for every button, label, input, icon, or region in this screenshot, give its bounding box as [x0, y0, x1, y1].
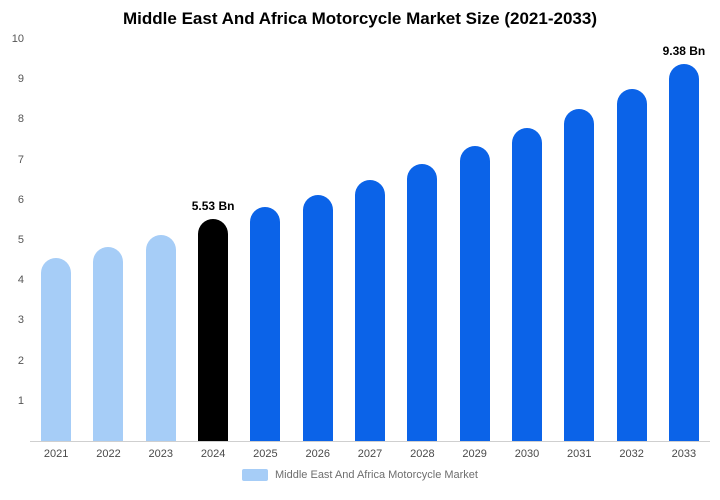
x-tick-label: 2032 [619, 448, 644, 460]
y-tick-label: 3 [17, 314, 24, 327]
bar [145, 235, 176, 441]
bar [198, 218, 229, 441]
bar-column [553, 39, 605, 441]
bar-column [292, 39, 344, 441]
bar [93, 247, 124, 441]
bars-area: 5.53 Bn 9.38 Bn [30, 39, 710, 442]
bar-annotation: 5.53 Bn [191, 198, 235, 213]
bar [355, 179, 386, 441]
x-axis: 2021 2022 2023 2024 2025 2026 2027 2028 2029 2030… [30, 442, 710, 460]
bar [668, 63, 699, 441]
bar [41, 258, 72, 441]
legend: Middle East And Africa Motorcycle Market [0, 469, 720, 481]
bar [511, 128, 542, 441]
bar-annotation: 9.38 Bn [662, 43, 706, 58]
x-tick-label: 2023 [148, 448, 174, 460]
bar-column [396, 39, 448, 441]
y-tick-label: 10 [11, 33, 24, 45]
bar [459, 145, 490, 441]
bar [407, 163, 438, 441]
bar-column [239, 39, 291, 441]
y-tick-label: 4 [17, 274, 24, 287]
legend-label: Middle East And Africa Motorcycle Market [275, 469, 478, 481]
bar-column [449, 39, 501, 441]
x-tick-label: 2030 [514, 448, 540, 460]
bar-column [605, 39, 657, 441]
x-tick-label: 2028 [410, 448, 435, 460]
bar [250, 207, 281, 441]
bar-column [30, 39, 82, 441]
y-tick-label: 1 [17, 394, 24, 407]
bar-column: 5.53 Bn [187, 39, 239, 441]
y-tick-label: 2 [17, 354, 24, 367]
x-tick-label: 2025 [253, 448, 278, 460]
x-tick-label: 2029 [462, 448, 487, 460]
x-tick-label: 2031 [567, 448, 592, 460]
bar-column: 9.38 Bn [658, 39, 710, 441]
bar [564, 109, 595, 441]
bar-column [344, 39, 396, 441]
y-tick-label: 8 [17, 113, 24, 126]
x-tick-label: 2024 [200, 448, 226, 460]
y-tick-label: 5 [17, 234, 24, 246]
x-tick-label: 2033 [671, 448, 697, 460]
x-tick-label: 2026 [305, 448, 330, 460]
bar [302, 194, 333, 441]
y-axis: 1 2 3 4 5 6 7 8 9 10 [6, 33, 30, 441]
bar-column [82, 39, 134, 441]
bar-column [501, 39, 553, 441]
chart-title: Middle East And Africa Motorcycle Market… [123, 9, 597, 28]
y-tick-label: 6 [17, 193, 24, 206]
y-tick-label: 7 [17, 153, 24, 166]
plot-area: 1 2 3 4 5 6 7 8 9 10 5.53 Bn 9.38 Bn 2021 2022 2023 2… [6, 33, 710, 460]
legend-swatch [242, 469, 269, 481]
x-tick-label: 2022 [96, 448, 121, 460]
y-tick-label: 9 [17, 73, 24, 86]
bar [616, 89, 647, 441]
x-tick-label: 2027 [357, 448, 383, 460]
x-tick-label: 2021 [43, 448, 69, 460]
bar-column [135, 39, 187, 441]
